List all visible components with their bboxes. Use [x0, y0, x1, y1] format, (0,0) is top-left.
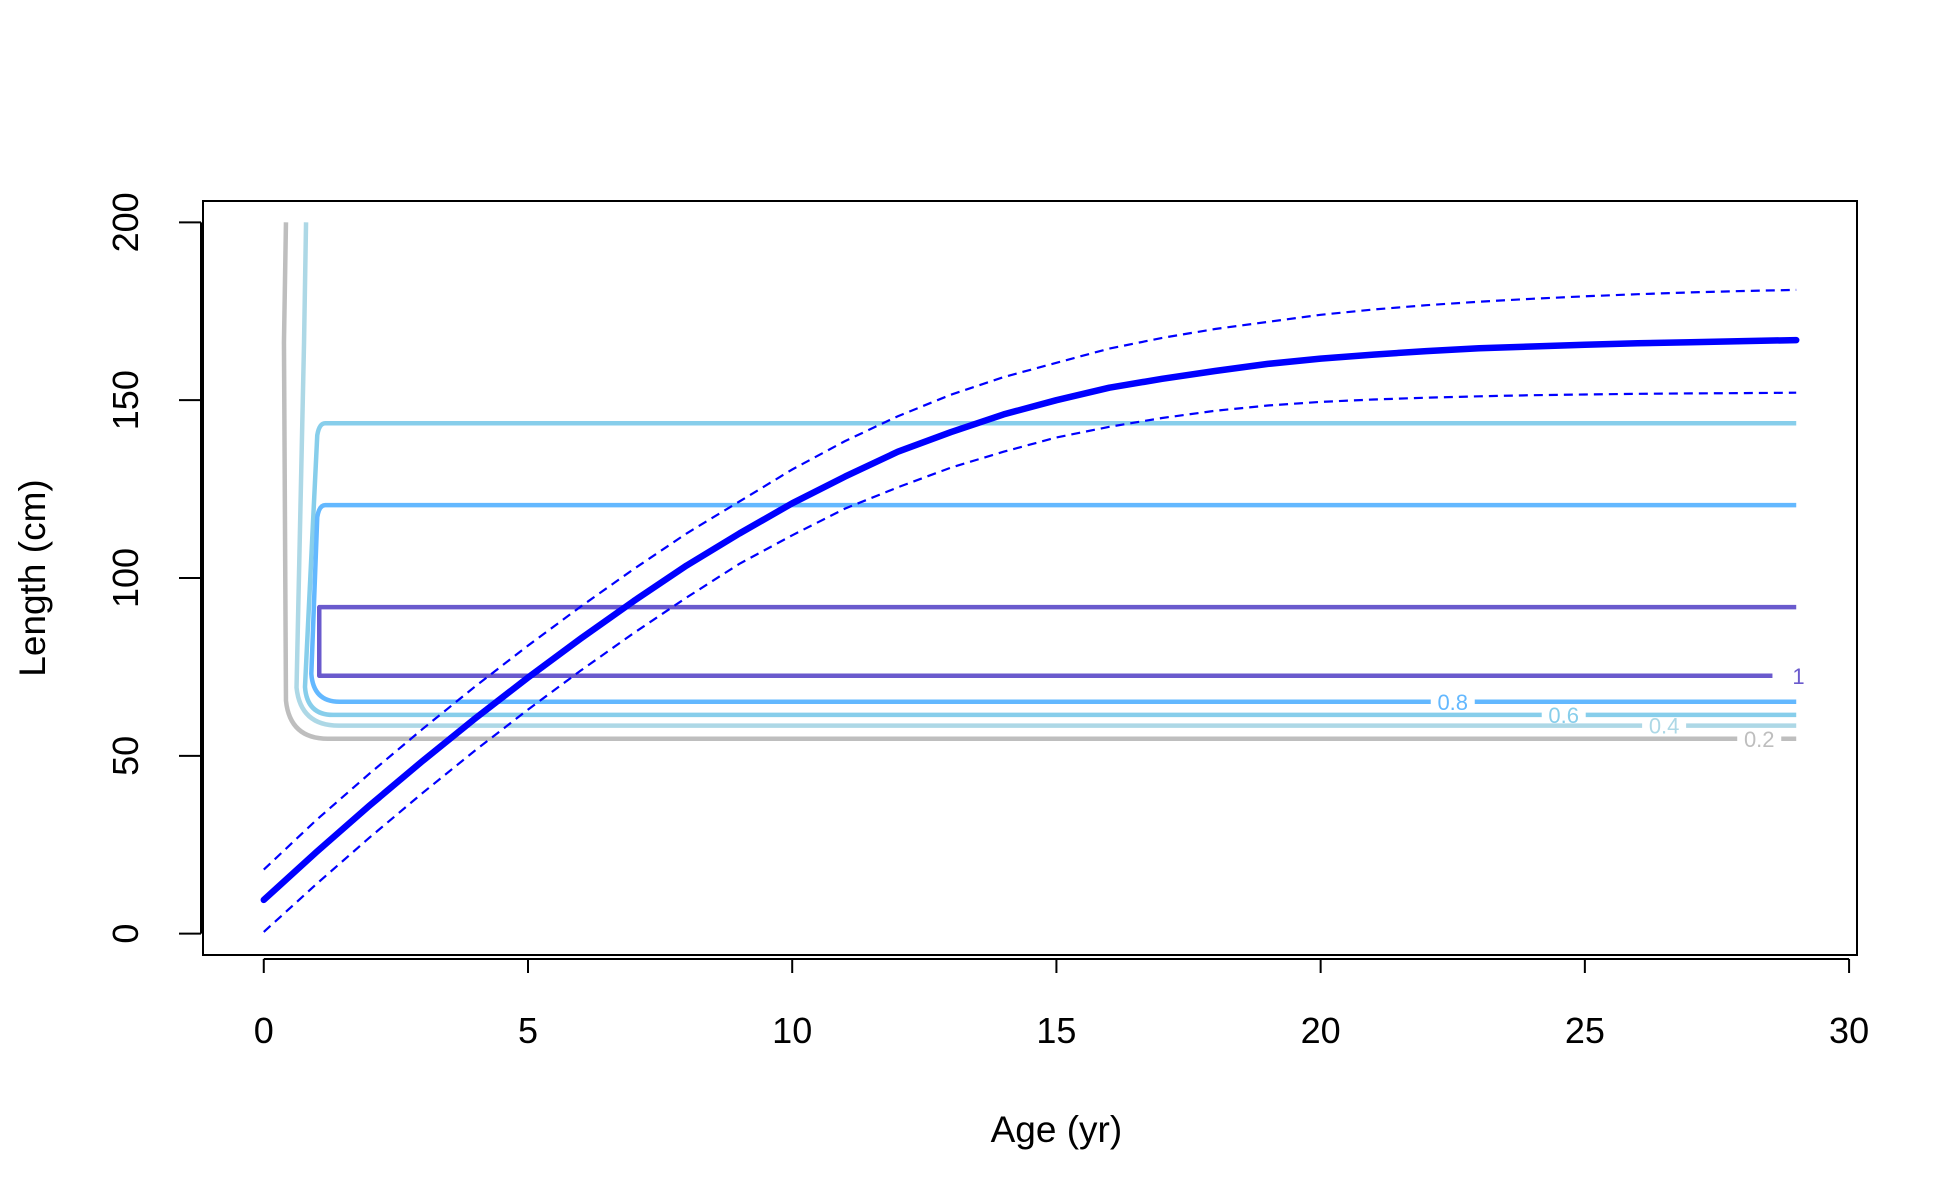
y-tick-label: 200 — [105, 192, 146, 252]
x-tick-label: 20 — [1301, 1010, 1341, 1051]
contour-lines — [281, 222, 1797, 742]
y-tick-label: 100 — [105, 548, 146, 608]
mean-growth-line — [260, 336, 1800, 904]
contour-label-0-4: 0.4 — [1649, 714, 1680, 739]
contour-label-1: 1 — [1792, 664, 1804, 689]
contour-label-gap — [1430, 695, 1475, 708]
contour-line-0-6 — [302, 421, 1797, 718]
contour-label-0-6: 0.6 — [1548, 703, 1579, 728]
x-tick-label: 0 — [254, 1010, 274, 1051]
lower-interval-line — [263, 391, 1797, 933]
y-axis-title: Length (cm) — [12, 479, 53, 676]
x-tick-label: 25 — [1565, 1010, 1605, 1051]
contour-label-0-8: 0.8 — [1437, 690, 1468, 715]
plot-frame — [202, 200, 1858, 956]
x-tick-label: 15 — [1036, 1010, 1076, 1051]
contour-labels: 0.2 0.4 0.6 0.8 1 — [1430, 664, 1805, 752]
y-tick-label: 0 — [105, 924, 146, 944]
x-tick-label: 10 — [772, 1010, 812, 1051]
upper-interval-line — [263, 288, 1797, 871]
contour-line-0-4 — [294, 222, 1797, 728]
y-tick-label: 150 — [105, 370, 146, 430]
axes: 0 5 10 15 20 25 30 0 50 100 150 200 — [105, 192, 1869, 1051]
contour-line-0-8 — [309, 502, 1797, 705]
x-tick-label: 30 — [1829, 1010, 1869, 1051]
contour-label-gap — [1642, 719, 1687, 732]
contour-line-1 — [317, 604, 1797, 679]
y-tick-label: 50 — [105, 736, 146, 776]
x-tick-label: 5 — [518, 1010, 538, 1051]
contour-line-0-2 — [281, 222, 1797, 742]
contour-label-0-2: 0.2 — [1744, 727, 1775, 752]
contour-label-gap — [1541, 708, 1586, 721]
growth-curves — [260, 288, 1800, 933]
x-axis-title: Age (yr) — [991, 1109, 1123, 1150]
contour-label-gap — [1737, 732, 1782, 745]
